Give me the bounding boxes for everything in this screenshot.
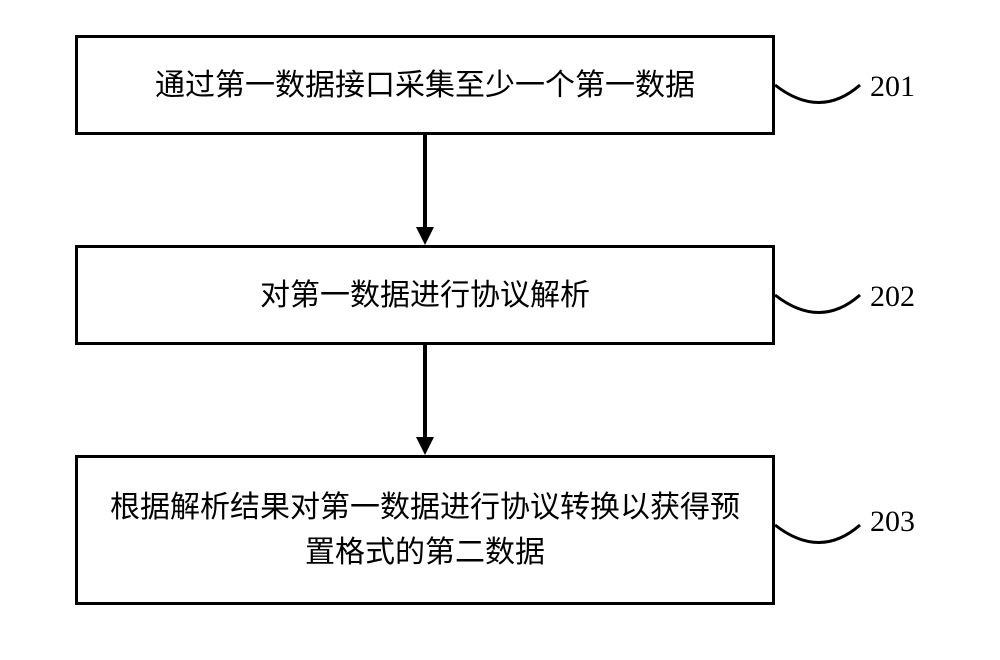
step-label-3: 203 xyxy=(870,505,915,539)
label-connector-3 xyxy=(0,0,1000,660)
flowchart-container: 通过第一数据接口采集至少一个第一数据 201 对第一数据进行协议解析 202 根… xyxy=(0,0,1000,660)
